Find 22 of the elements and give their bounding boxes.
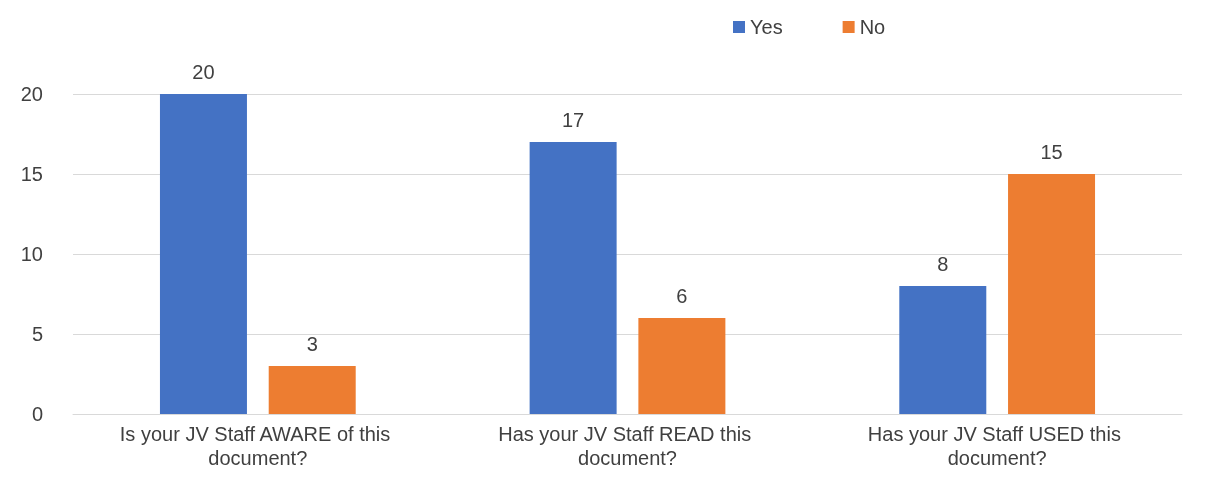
bar	[899, 286, 987, 414]
bar	[159, 94, 247, 414]
data-label: 15	[1040, 141, 1063, 163]
data-label: 17	[562, 109, 585, 131]
bar	[529, 142, 617, 414]
y-tick-label: 20	[20, 83, 43, 105]
legend-label: Yes	[750, 16, 783, 38]
y-tick-label: 5	[31, 323, 43, 345]
x-tick-label: Is your JV Staff AWARE of this document?	[119, 423, 396, 469]
x-tick-label: Has your JV Staff USED this document?	[867, 423, 1127, 469]
y-tick-label: 15	[20, 163, 43, 185]
bar	[638, 318, 726, 414]
y-tick-label: 0	[31, 403, 43, 425]
data-label: 20	[192, 61, 215, 83]
y-tick-label: 10	[20, 243, 43, 265]
data-label: 6	[676, 285, 688, 307]
x-tick-label: Has your JV Staff READ this document?	[498, 423, 757, 469]
legend-label: No	[859, 16, 886, 38]
data-label: 3	[306, 333, 318, 355]
bar	[268, 366, 356, 414]
bar	[1008, 174, 1096, 414]
data-label: 8	[937, 253, 949, 275]
